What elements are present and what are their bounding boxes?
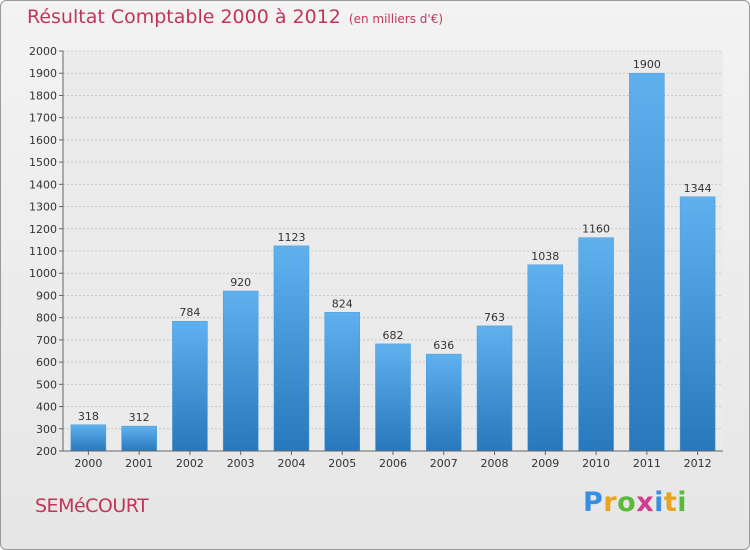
data-label: 312	[129, 411, 150, 424]
data-label: 784	[179, 306, 200, 319]
y-tick-label: 1500	[29, 156, 57, 169]
logo-letter: i	[654, 487, 664, 518]
city-name: SEMéCOURT	[35, 495, 149, 517]
y-tick-label: 400	[36, 401, 57, 414]
bar	[172, 320, 208, 452]
y-tick-label: 1700	[29, 112, 57, 125]
chart-subtitle: (en milliers d'€)	[348, 12, 444, 26]
x-tick-label: 2011	[633, 457, 661, 470]
data-label: 1160	[582, 223, 610, 236]
y-tick-label: 1900	[29, 67, 57, 80]
bar	[324, 312, 360, 452]
data-label: 1038	[531, 250, 559, 263]
logo-letter: P	[583, 487, 604, 518]
bar	[426, 353, 462, 452]
logo-letter: t	[663, 487, 678, 518]
bar	[375, 343, 411, 452]
logo-letter: o	[617, 487, 637, 518]
bar	[121, 425, 157, 452]
y-tick-label: 2000	[29, 45, 57, 58]
chart-title-text: Résultat Comptable 2000 à 2012	[27, 6, 341, 28]
y-tick-label: 300	[36, 423, 57, 436]
logo-letter: r	[603, 487, 618, 518]
y-tick-label: 1600	[29, 134, 57, 147]
x-tick-label: 2012	[684, 457, 712, 470]
data-label: 1123	[277, 231, 305, 244]
bar	[476, 325, 513, 452]
data-label: 920	[230, 276, 251, 289]
logo-letter: x	[636, 487, 655, 518]
data-label: 824	[332, 297, 353, 310]
bar	[70, 424, 107, 452]
y-tick-label: 1200	[29, 223, 57, 236]
x-tick-label: 2007	[430, 457, 458, 470]
y-tick-label: 500	[36, 378, 57, 391]
bar	[527, 264, 564, 452]
bar	[273, 245, 310, 452]
y-tick-label: 700	[36, 334, 57, 347]
y-tick-label: 1400	[29, 178, 57, 191]
chart-title: Résultat Comptable 2000 à 2012 (en millie…	[27, 6, 443, 28]
x-tick-label: 2001	[125, 457, 153, 470]
y-tick-label: 1800	[29, 89, 57, 102]
x-tick-label: 2002	[176, 457, 204, 470]
y-tick-label: 1000	[29, 267, 57, 280]
y-tick-label: 600	[36, 356, 57, 369]
y-tick-label: 1100	[29, 245, 57, 258]
data-label: 1900	[633, 58, 661, 71]
x-tick-label: 2000	[74, 457, 102, 470]
data-label: 763	[484, 311, 505, 324]
y-tick-label: 200	[36, 445, 57, 458]
data-label: 636	[433, 339, 454, 352]
data-label: 682	[383, 329, 404, 342]
bar	[679, 196, 716, 452]
bar	[222, 290, 259, 452]
x-tick-label: 2005	[328, 457, 356, 470]
bar	[578, 237, 614, 452]
x-tick-label: 2004	[277, 457, 305, 470]
data-label: 318	[78, 410, 99, 423]
y-tick-label: 1300	[29, 201, 57, 214]
x-tick-label: 2009	[531, 457, 559, 470]
bar	[629, 72, 665, 452]
proxiti-logo[interactable]: Proxiti	[583, 487, 687, 518]
logo-letter: i	[677, 487, 688, 518]
data-label: 1344	[684, 182, 712, 195]
x-tick-label: 2008	[481, 457, 509, 470]
y-tick-label: 900	[36, 289, 57, 302]
x-tick-label: 2010	[582, 457, 610, 470]
x-tick-label: 2003	[227, 457, 255, 470]
x-tick-label: 2006	[379, 457, 407, 470]
y-tick-label: 800	[36, 312, 57, 325]
